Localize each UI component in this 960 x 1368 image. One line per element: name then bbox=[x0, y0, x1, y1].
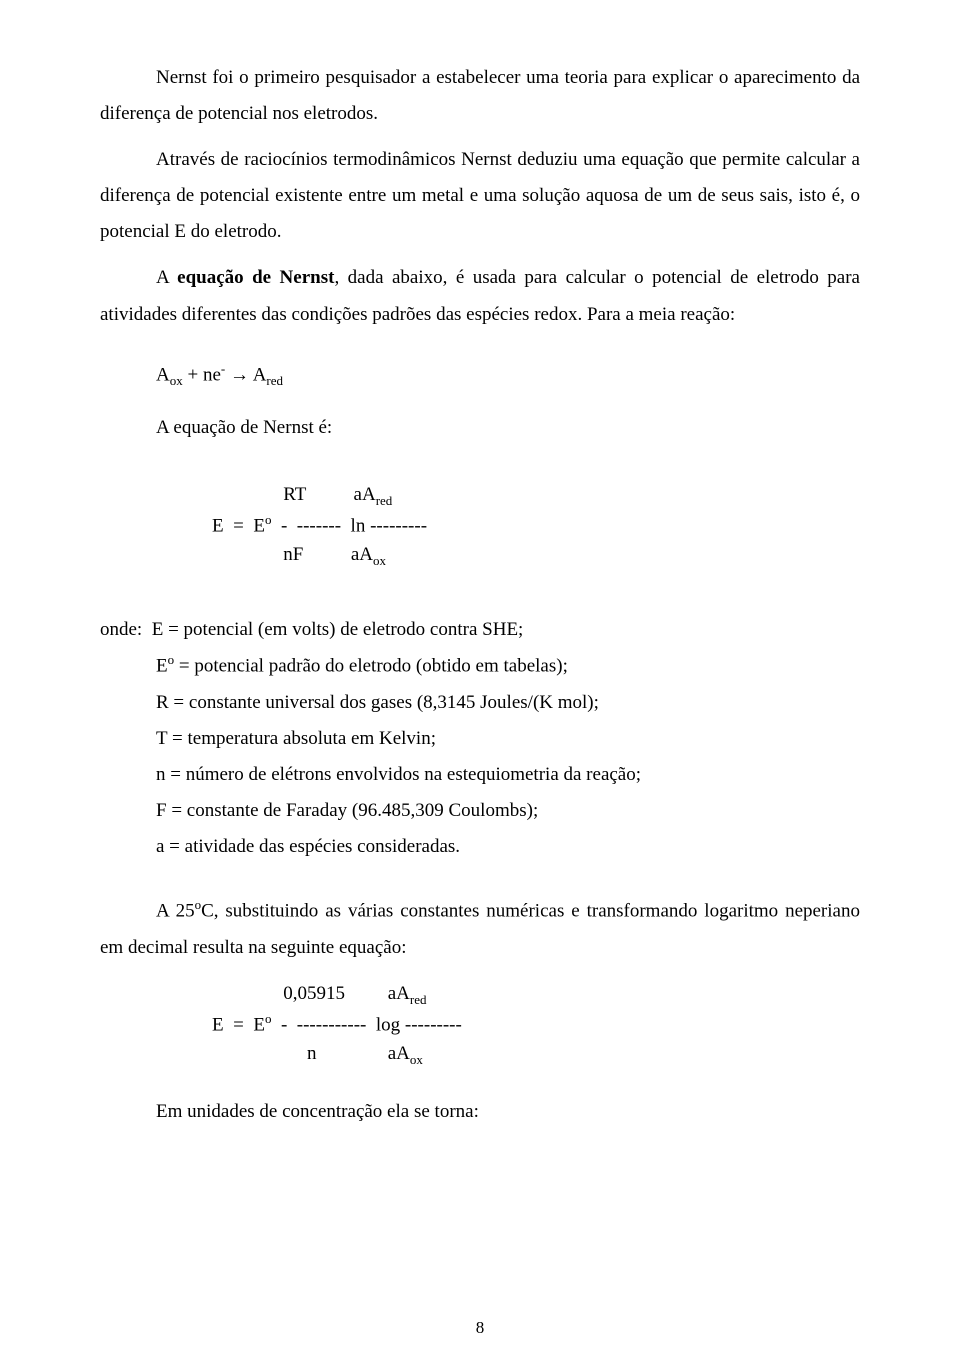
nernst-equation-25c: 0,05915 aAred E = Eo - ----------- log -… bbox=[212, 980, 860, 1069]
page: Nernst foi o primeiro pesquisador a esta… bbox=[0, 0, 960, 1368]
where-label: onde: bbox=[100, 619, 142, 640]
eq2-line1-sub: red bbox=[410, 992, 427, 1007]
where-row-Eo: Eo = potencial padrão do eletrodo (obtid… bbox=[156, 648, 860, 684]
where-row-F: F = constante de Faraday (96.485,309 Cou… bbox=[156, 793, 860, 829]
half-reaction-rhs-sub: red bbox=[266, 373, 283, 388]
where-row-T: T = temperatura absoluta em Kelvin; bbox=[156, 721, 860, 757]
eq1-line1-sub: red bbox=[376, 493, 393, 508]
paragraph-6: Em unidades de concentração ela se torna… bbox=[156, 1101, 860, 1123]
half-reaction-lhs-sub: ox bbox=[170, 373, 183, 388]
paragraph-3: A equação de Nernst, dada abaixo, é usad… bbox=[100, 260, 860, 332]
half-reaction-plus: + ne bbox=[183, 364, 221, 385]
where-row-n: n = número de elétrons envolvidos na est… bbox=[156, 757, 860, 793]
half-reaction-rhs-a: A bbox=[253, 364, 267, 385]
eq2-line2-mid: - ----------- log --------- bbox=[271, 1014, 461, 1035]
where-Eo-pre: E bbox=[156, 656, 168, 677]
where-row-E: onde: E = potencial (em volts) de eletro… bbox=[100, 612, 860, 648]
half-reaction-lhs-a: A bbox=[156, 364, 170, 385]
paragraph-1: Nernst foi o primeiro pesquisador a esta… bbox=[100, 60, 860, 132]
where-list: onde: E = potencial (em volts) de eletro… bbox=[100, 612, 860, 865]
where-Eo-rest: = potencial padrão do eletrodo (obtido e… bbox=[174, 656, 568, 677]
eq1-line3-sub: ox bbox=[373, 553, 386, 568]
paragraph-2: Através de raciocínios termodinâmicos Ne… bbox=[100, 142, 860, 250]
p3-bold: equação de Nernst bbox=[177, 267, 334, 288]
half-reaction-arrow: → bbox=[225, 364, 252, 385]
nernst-equation-main: RT aAred E = Eo - ------- ln --------- n… bbox=[212, 481, 860, 570]
where-row-a: a = atividade das espécies consideradas. bbox=[156, 829, 860, 865]
eq1-line1-pre: RT aA bbox=[212, 484, 376, 505]
where-E: E = potencial (em volts) de eletrodo con… bbox=[152, 619, 524, 640]
page-number: 8 bbox=[0, 1318, 960, 1338]
eq1-line2-pre: E = E bbox=[212, 515, 265, 536]
p3-prefix: A bbox=[156, 267, 177, 288]
where-row-R: R = constante universal dos gases (8,314… bbox=[156, 685, 860, 721]
paragraph-4: A equação de Nernst é: bbox=[156, 417, 860, 439]
paragraph-5: A 25oC, substituindo as várias constante… bbox=[100, 893, 860, 966]
p5-pre: A 25 bbox=[156, 901, 195, 922]
eq2-line2-pre: E = E bbox=[212, 1014, 265, 1035]
eq1-line2-mid: - ------- ln --------- bbox=[271, 515, 427, 536]
eq2-line1-pre: 0,05915 aA bbox=[212, 983, 410, 1004]
eq2-line3-pre: n aA bbox=[212, 1043, 410, 1064]
half-reaction: Aox + ne- → Ared bbox=[156, 361, 860, 389]
eq2-line3-sub: ox bbox=[410, 1052, 423, 1067]
eq1-line3-pre: nF aA bbox=[212, 544, 373, 565]
p5-rest: C, substituindo as várias constantes num… bbox=[100, 901, 860, 958]
